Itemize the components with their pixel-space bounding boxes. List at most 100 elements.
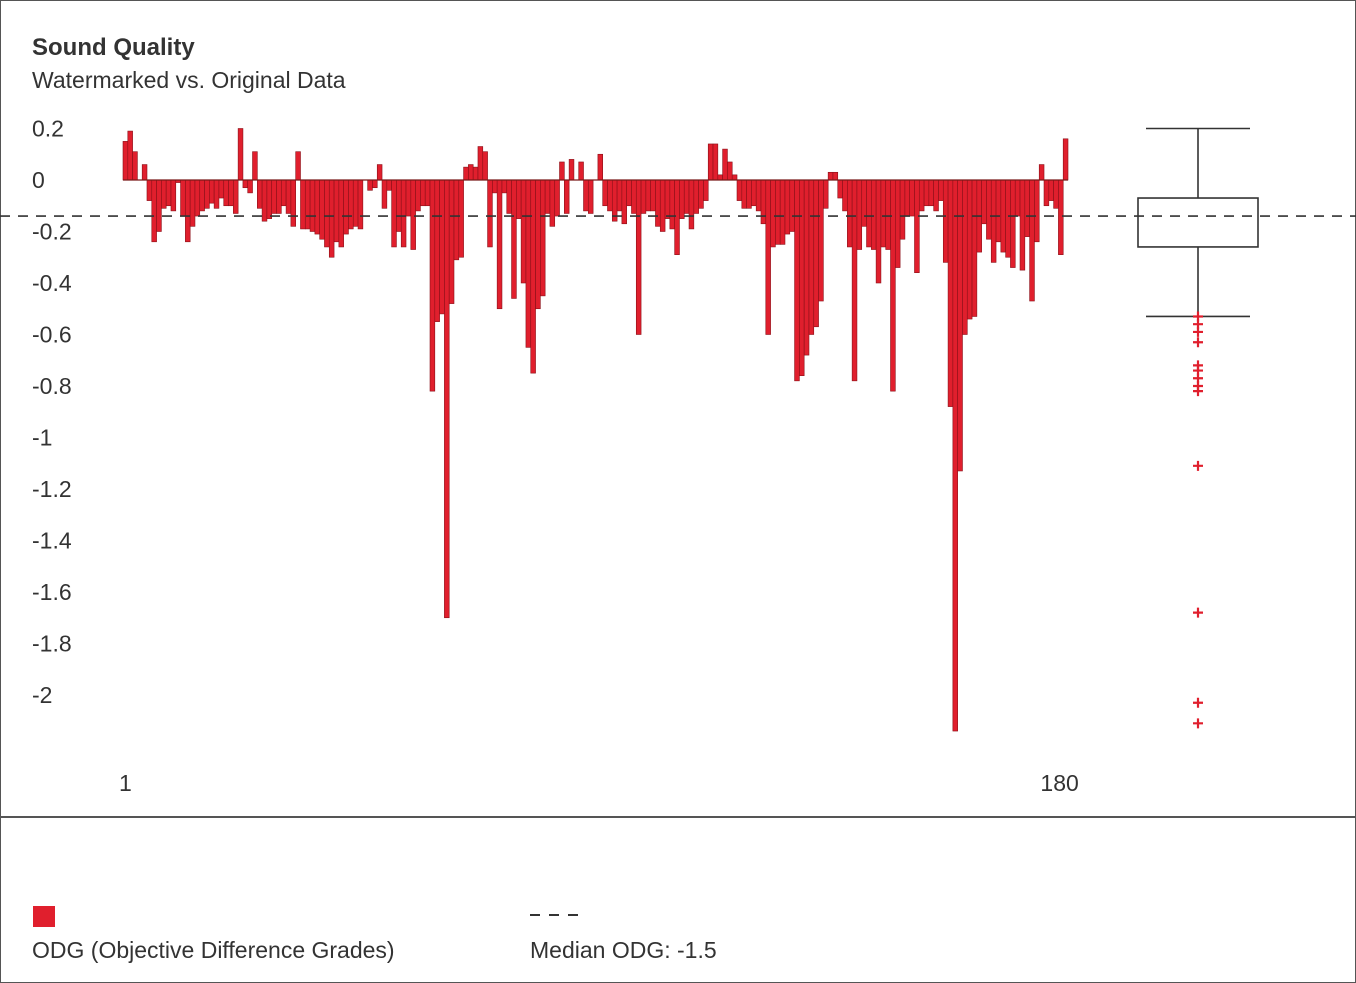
odg-bar <box>616 179 623 212</box>
odg-bar <box>655 179 661 227</box>
odg-boxplot <box>1137 127 1259 729</box>
odg-bar <box>808 179 815 335</box>
odg-bar <box>1029 179 1035 302</box>
odg-bar <box>707 143 714 181</box>
odg-bar <box>544 179 551 214</box>
odg-bar <box>755 179 762 212</box>
odg-bar <box>803 179 810 356</box>
odg-bar <box>1034 179 1040 243</box>
x-axis-ticks: 1 180 <box>119 770 1079 796</box>
odg-bar <box>650 179 656 212</box>
odg-bar <box>1010 179 1016 268</box>
odg-bar <box>352 179 359 227</box>
boxplot-outlier <box>1193 337 1203 348</box>
odg-bar <box>132 151 138 181</box>
odg-bar <box>324 179 330 248</box>
odg-bar <box>683 179 690 214</box>
y-tick-label: -0.4 <box>32 270 72 296</box>
odg-bar <box>597 153 604 181</box>
odg-bar <box>314 179 320 235</box>
odg-bar <box>396 179 402 232</box>
chart-subtitle: Watermarked vs. Original Data <box>32 67 346 93</box>
odg-bar <box>679 179 685 219</box>
odg-bar <box>813 179 819 328</box>
odg-bar <box>199 179 205 212</box>
odg-bar <box>141 164 148 181</box>
odg-bar <box>602 179 608 207</box>
odg-bar <box>525 179 532 348</box>
odg-bar <box>501 179 508 194</box>
odg-bar <box>856 179 863 250</box>
odg-bar <box>1005 179 1011 258</box>
y-tick-label: -0.8 <box>32 373 72 399</box>
boxplot-outlier <box>1193 607 1203 618</box>
legend-odg-swatch <box>33 906 55 927</box>
odg-bars <box>122 128 1069 732</box>
odg-bar <box>300 179 306 230</box>
odg-bar <box>228 179 234 207</box>
odg-bar <box>209 179 215 204</box>
odg-bar <box>928 179 934 207</box>
odg-bar <box>784 179 791 235</box>
odg-bar <box>779 179 786 245</box>
odg-bar <box>357 179 364 230</box>
odg-bar <box>424 179 431 207</box>
odg-bar <box>386 179 392 191</box>
odg-bar <box>237 128 244 181</box>
odg-bar <box>770 179 776 248</box>
boxplot-outlier <box>1193 460 1203 471</box>
odg-bar <box>170 179 177 212</box>
y-tick-label: -1.8 <box>32 631 72 657</box>
odg-bar <box>304 179 311 230</box>
legend-median-swatch <box>530 914 582 916</box>
odg-bar <box>223 179 229 207</box>
odg-bar <box>837 179 843 199</box>
odg-bar <box>583 179 589 212</box>
boxplot-outlier <box>1193 697 1203 708</box>
odg-bar <box>631 179 637 214</box>
odg-bar <box>942 179 949 263</box>
odg-bar <box>343 179 349 235</box>
odg-bar <box>1014 179 1021 217</box>
odg-bar <box>885 179 891 250</box>
odg-bar <box>611 179 618 222</box>
odg-bar <box>923 179 930 207</box>
odg-bar <box>161 179 167 209</box>
odg-bar <box>444 179 450 619</box>
odg-bar <box>156 179 162 232</box>
odg-bar <box>516 179 522 219</box>
odg-bar <box>285 179 292 214</box>
odg-bar <box>717 174 723 181</box>
odg-bar <box>266 179 273 219</box>
odg-bar <box>904 179 911 217</box>
odg-bar <box>952 179 958 732</box>
odg-bar <box>530 179 536 374</box>
x-tick-label: 180 <box>1040 770 1078 796</box>
odg-bar <box>966 179 973 320</box>
odg-bar <box>482 151 488 181</box>
odg-bar <box>746 179 752 209</box>
odg-bar <box>918 179 925 212</box>
odg-bar <box>328 179 335 258</box>
odg-bar <box>290 179 296 227</box>
odg-bar <box>233 179 239 214</box>
odg-bar <box>621 179 627 225</box>
odg-bar <box>1024 179 1030 237</box>
boxplot-outlier <box>1193 386 1203 397</box>
y-tick-label: -1.6 <box>32 579 72 605</box>
odg-bar <box>204 179 210 209</box>
odg-bar <box>549 179 556 227</box>
odg-bar <box>410 179 416 250</box>
odg-bar <box>875 179 882 284</box>
odg-bar <box>635 179 642 335</box>
odg-bar <box>751 179 757 207</box>
odg-bar <box>1058 179 1064 255</box>
odg-bar <box>261 179 268 222</box>
odg-bar <box>1053 179 1059 209</box>
odg-bar <box>933 179 939 212</box>
odg-bar <box>947 179 954 407</box>
odg-bar <box>645 179 651 212</box>
odg-bar <box>818 179 824 302</box>
y-axis-ticks: 0.2 0 -0.2 -0.4 -0.6 -0.8 -1 -1.2 -1.4 -1.6 -1.8 -2 <box>32 116 72 709</box>
odg-bar <box>520 179 527 284</box>
